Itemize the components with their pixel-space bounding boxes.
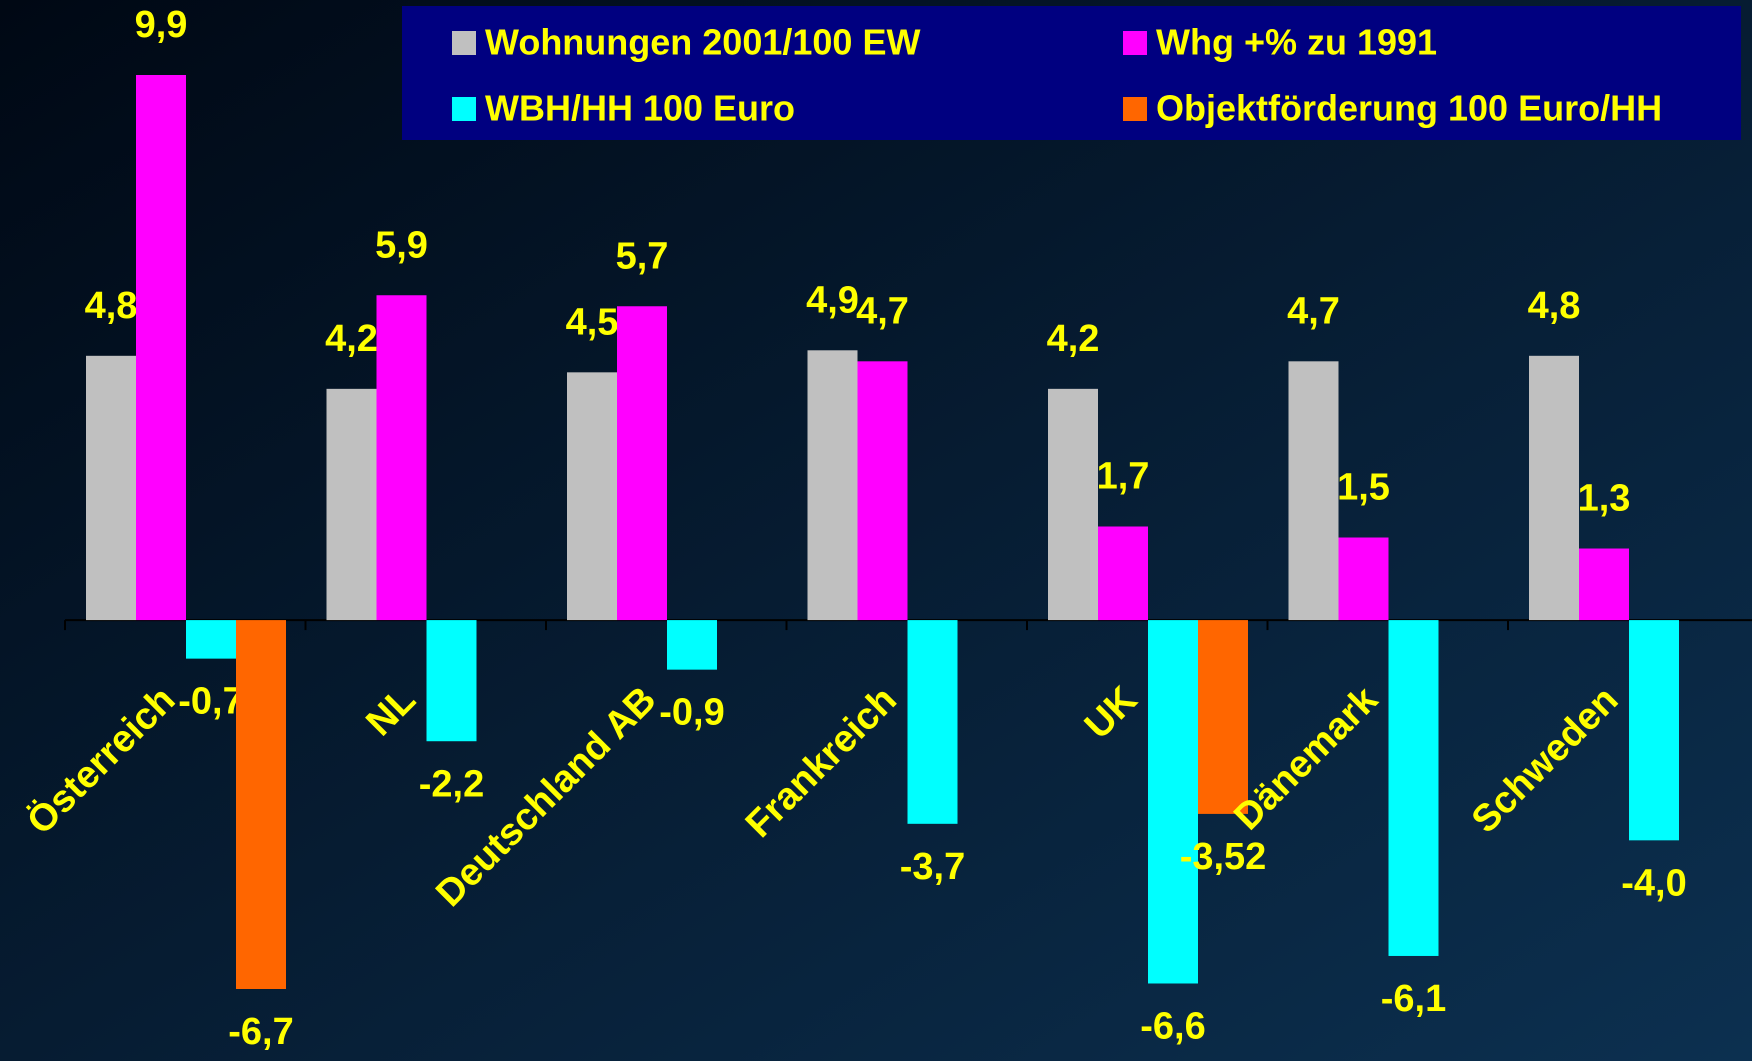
- legend-label: Wohnungen 2001/100 EW: [485, 22, 920, 63]
- bar: [1098, 526, 1148, 621]
- legend-label: Whg +% zu 1991: [1156, 22, 1437, 63]
- bar: [86, 355, 136, 621]
- bar: [376, 295, 427, 621]
- bar: [1579, 548, 1629, 621]
- bar: [1198, 620, 1248, 814]
- bar: [426, 620, 477, 742]
- bar: [807, 350, 858, 621]
- legend-swatch: [452, 31, 476, 55]
- data-label: 4,8: [1528, 285, 1581, 327]
- data-label: 5,9: [375, 224, 428, 266]
- bar: [1338, 537, 1389, 621]
- data-label: -2,2: [419, 763, 484, 805]
- data-label: -3,52: [1180, 836, 1267, 878]
- data-label: 4,7: [1287, 290, 1340, 332]
- bar: [236, 620, 286, 989]
- legend-label: WBH/HH 100 Euro: [485, 88, 795, 129]
- bar: [617, 306, 667, 621]
- bar: [136, 75, 186, 621]
- data-label: 5,7: [616, 235, 669, 277]
- data-label: 1,3: [1578, 478, 1631, 520]
- data-label: 1,7: [1097, 456, 1150, 498]
- data-label: -0,7: [178, 681, 243, 723]
- bar: [567, 372, 617, 621]
- data-label: 4,2: [325, 318, 378, 360]
- data-label: 1,5: [1337, 467, 1390, 509]
- data-label: 4,5: [566, 301, 619, 343]
- bar: [1148, 620, 1198, 984]
- bar: [326, 388, 377, 621]
- data-label: -6,1: [1381, 978, 1446, 1020]
- legend-swatch: [452, 97, 476, 121]
- bar: [1288, 361, 1339, 621]
- data-label: 4,9: [806, 279, 859, 321]
- data-label: -0,9: [659, 692, 724, 734]
- legend-label: Objektförderung 100 Euro/HH: [1156, 88, 1662, 129]
- data-label: 4,7: [856, 290, 909, 332]
- legend-swatch: [1123, 31, 1147, 55]
- bar: [1529, 355, 1579, 621]
- bar: [1388, 620, 1439, 956]
- data-label: 4,2: [1047, 318, 1100, 360]
- data-label: -3,7: [900, 846, 965, 888]
- legend-box: [402, 6, 1741, 140]
- data-label: -6,7: [228, 1011, 293, 1053]
- bar: [857, 361, 908, 621]
- bar: [1048, 388, 1098, 621]
- bar: [1629, 620, 1679, 841]
- data-label: 4,8: [85, 285, 138, 327]
- data-label: -4,0: [1621, 862, 1686, 904]
- bar: [907, 620, 958, 824]
- bar: [186, 620, 236, 659]
- data-label: 9,9: [135, 4, 188, 46]
- data-label: -6,6: [1140, 1006, 1205, 1048]
- legend-swatch: [1123, 97, 1147, 121]
- bar: [667, 620, 717, 670]
